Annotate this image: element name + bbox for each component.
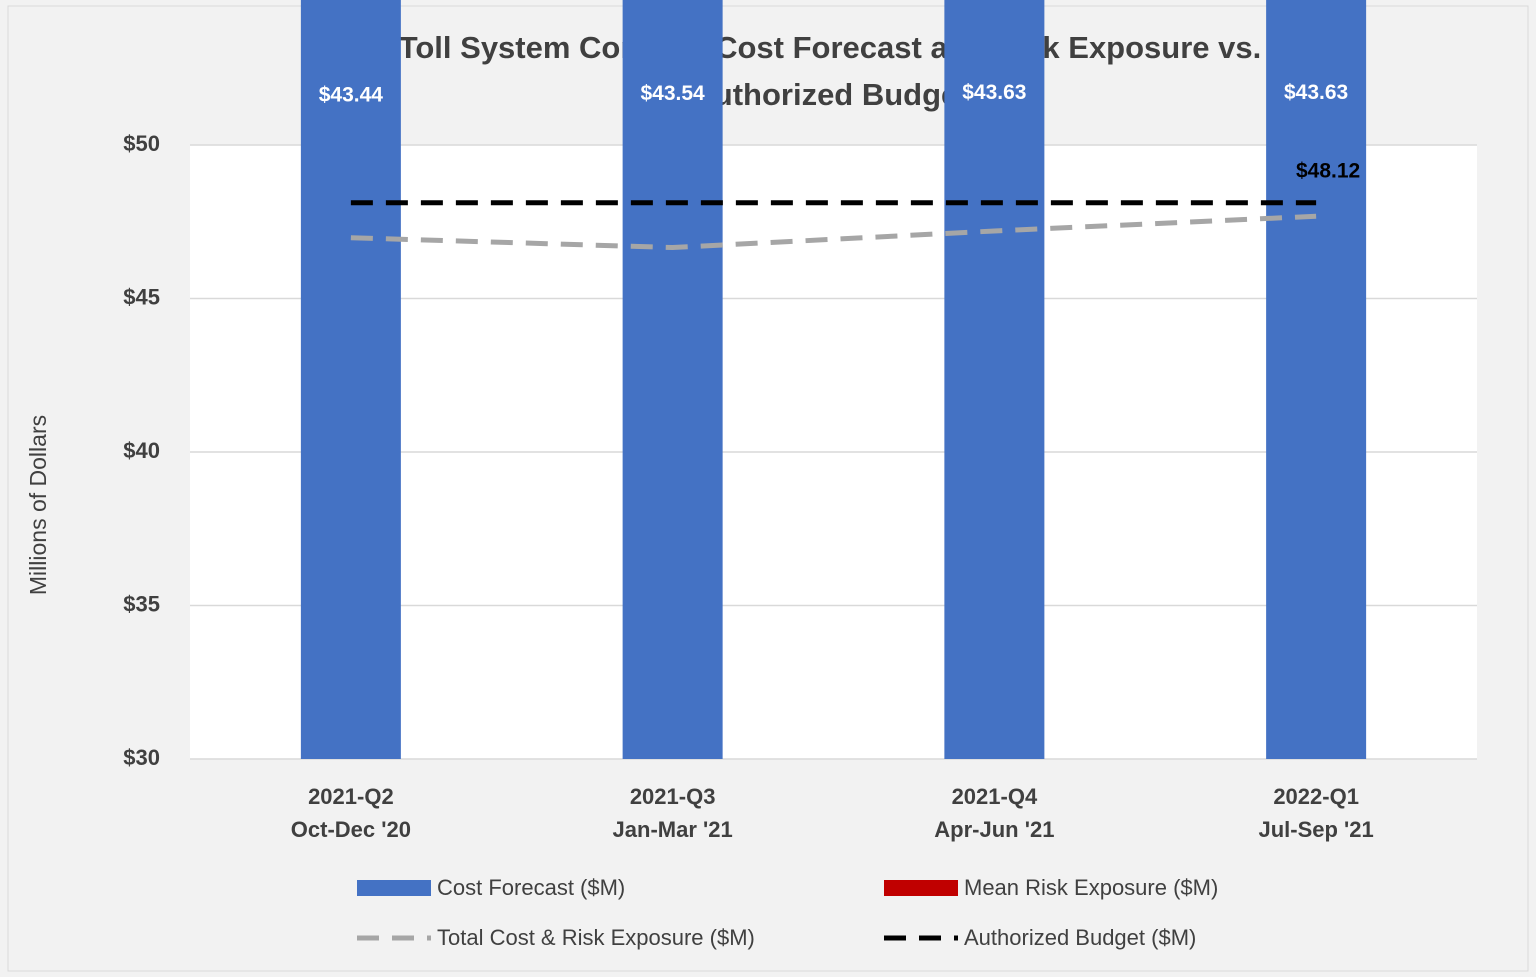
- line: [350, 213, 1317, 251]
- data-label: $43.54: [641, 82, 706, 105]
- x-tick-label: Jan-Mar '21: [613, 817, 733, 842]
- x-tick-label: 2022-Q1: [1273, 784, 1359, 809]
- data-label: $43.63: [962, 81, 1026, 104]
- legend-label: Authorized Budget ($M): [964, 925, 1196, 950]
- legend-swatch: [884, 880, 958, 896]
- legend-swatch: [357, 880, 431, 896]
- chart-title: Toll System Contract Cost Forecast and R…: [399, 30, 1262, 65]
- chart-title: Authorized Budget: [691, 77, 968, 112]
- y-tick-label: $45: [123, 284, 160, 309]
- bar: [1266, 0, 1367, 760]
- legend-label: Total Cost & Risk Exposure ($M): [437, 925, 755, 950]
- y-axis-label: Millions of Dollars: [25, 415, 51, 595]
- bar: [300, 0, 401, 760]
- data-label: $43.44: [319, 84, 384, 107]
- bar: [622, 0, 723, 759]
- x-tick-label: Apr-Jun '21: [934, 817, 1054, 842]
- legend-label: Cost Forecast ($M): [437, 875, 625, 900]
- y-tick-label: $40: [123, 438, 160, 463]
- data-label: $48.12: [1296, 159, 1360, 182]
- y-tick-label: $35: [123, 591, 160, 616]
- x-tick-label: 2021-Q2: [308, 784, 394, 809]
- legend-label: Mean Risk Exposure ($M): [964, 875, 1218, 900]
- x-tick-label: 2021-Q3: [630, 784, 716, 809]
- x-tick-label: Jul-Sep '21: [1258, 817, 1373, 842]
- data-label: $43.63: [1284, 81, 1348, 104]
- y-tick-label: $30: [123, 745, 160, 770]
- bar: [944, 0, 1045, 760]
- x-tick-label: 2021-Q4: [952, 784, 1038, 809]
- x-tick-label: Oct-Dec '20: [291, 817, 411, 842]
- y-tick-label: $50: [123, 131, 160, 156]
